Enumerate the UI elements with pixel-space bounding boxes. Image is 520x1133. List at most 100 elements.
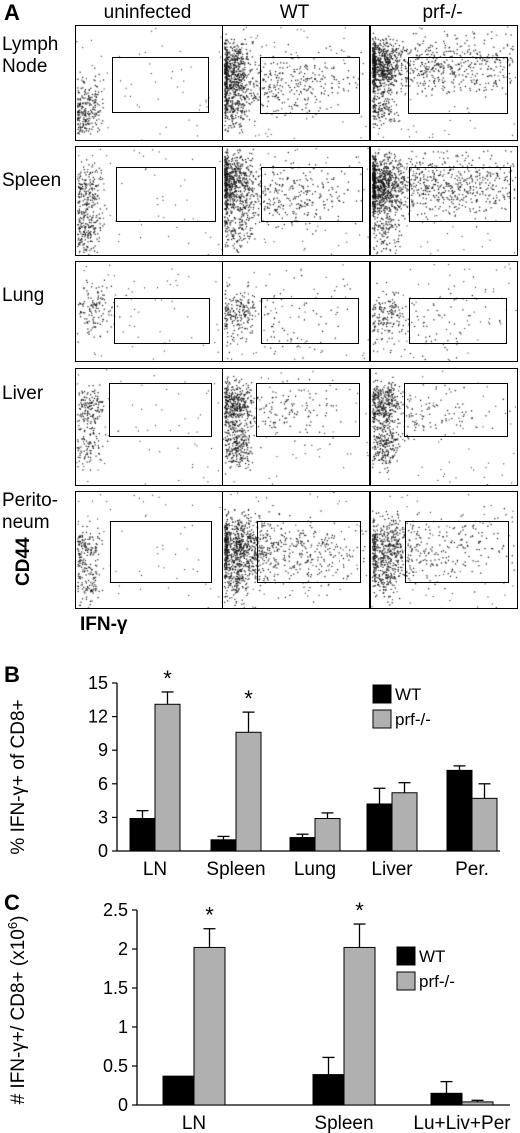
dot-plot-spleen-uninfected	[75, 146, 223, 256]
bar-wt-spleen	[210, 839, 237, 852]
dot-plot-peritoneum-prf	[370, 491, 518, 609]
dot-plot-lung-uninfected	[75, 261, 223, 362]
y-tick-label: 2	[118, 939, 128, 959]
gate-rectangle	[261, 167, 363, 222]
dot-plot-events	[223, 369, 369, 485]
x-tick-label: Spleen	[314, 1113, 373, 1133]
dot-plot-events	[76, 369, 222, 485]
dot-plot-events	[76, 492, 222, 608]
dot-plot-events	[371, 26, 517, 140]
significance-asterisk: *	[355, 898, 364, 923]
dot-plot-peritoneum-uninfected	[75, 491, 223, 609]
gate-rectangle	[116, 167, 216, 222]
bar-prf-ln	[154, 703, 181, 852]
y-tick-label: 1.5	[103, 978, 128, 998]
gate-rectangle	[261, 298, 359, 344]
dot-plot-lymph-node-uninfected	[75, 25, 223, 141]
y-axis-label-cd44: CD44	[13, 537, 34, 586]
y-tick-label: 3	[98, 807, 108, 827]
row-label-spleen: Spleen	[2, 170, 62, 191]
dot-plot-events	[371, 492, 517, 608]
dot-plot-events	[223, 26, 369, 140]
y-tick-label: 12	[88, 707, 108, 727]
y-axis-title: # IFN-γ+/ CD8+ (x106)	[5, 916, 29, 1105]
dot-plot-events	[371, 369, 517, 485]
row-label-lung: Lung	[2, 285, 45, 306]
legend-swatch-wt	[396, 946, 416, 966]
legend-label: WT	[419, 947, 445, 966]
y-tick-label: 0.5	[103, 1056, 128, 1076]
bar-prf-spleen	[343, 946, 376, 1106]
gate-rectangle	[260, 57, 360, 114]
dot-plot-lung-prf	[370, 261, 518, 362]
y-axis-title: % IFN-γ+ of CD8+	[8, 699, 29, 854]
bar-prf-per	[471, 797, 498, 852]
bar-prf-lulivper	[461, 1101, 494, 1106]
y-tick-label: 1	[118, 1017, 128, 1037]
bar-prf-spleen	[235, 731, 262, 852]
dot-plot-peritoneum-wt	[222, 491, 370, 609]
dot-plot-events	[76, 147, 222, 255]
significance-asterisk: *	[244, 686, 253, 711]
legend-label: prf-/-	[395, 710, 431, 729]
bar-prf-ln	[193, 946, 226, 1106]
row-label-peritoneum: Perito- neum	[2, 490, 58, 533]
significance-asterisk: *	[205, 903, 214, 928]
bar-wt-ln	[162, 1075, 195, 1106]
column-header-wt: WT	[279, 2, 310, 23]
bar-wt-lung	[289, 837, 316, 852]
gate-rectangle	[112, 57, 209, 113]
dot-plot-events	[223, 492, 369, 608]
bar-wt-ln	[129, 818, 156, 852]
dot-plot-spleen-wt	[222, 146, 370, 256]
bar-wt-liver	[366, 803, 393, 852]
panel-a-letter: A	[4, 0, 20, 25]
bar-chart-ifn-percent: 0 3 6 9 12 15 * LN * Spleen Lung Liver Per. WT prf-/-%…	[8, 666, 500, 880]
gate-rectangle	[110, 521, 212, 583]
dot-plot-events	[76, 26, 222, 140]
row-label-lymph-node: Lymph Node	[2, 34, 59, 77]
x-tick-label: LN	[182, 1113, 206, 1133]
gate-rectangle	[256, 383, 360, 437]
dot-plot-events	[371, 147, 517, 255]
row-label-liver: Liver	[2, 383, 44, 404]
x-tick-label: Lu+Liv+Per	[413, 1113, 511, 1133]
gate-rectangle	[114, 298, 210, 344]
legend-label: WT	[395, 685, 421, 704]
x-tick-label: Spleen	[206, 859, 265, 880]
bar-wt-spleen	[312, 1074, 345, 1106]
dot-plot-events	[76, 262, 222, 361]
gate-rectangle	[408, 57, 508, 114]
dot-plot-liver-prf	[370, 368, 518, 486]
gate-rectangle	[109, 383, 212, 437]
legend-swatch-prf	[372, 709, 392, 729]
panel-c-letter: C	[4, 890, 20, 915]
gate-rectangle	[405, 521, 509, 583]
x-tick-label: Per.	[455, 859, 489, 880]
bar-wt-per	[446, 769, 473, 852]
gate-rectangle	[409, 167, 511, 222]
x-tick-label: Liver	[371, 859, 413, 880]
y-tick-label: 0	[118, 1095, 128, 1115]
legend-label: prf-/-	[419, 972, 455, 991]
column-header-prf: prf-/-	[422, 2, 463, 23]
dot-plot-liver-wt	[222, 368, 370, 486]
column-header-uninfected: uninfected	[103, 2, 192, 23]
bar-prf-liver	[391, 792, 418, 852]
x-tick-label: Lung	[294, 859, 336, 880]
dot-plot-lung-wt	[222, 261, 370, 362]
legend-swatch-prf	[396, 971, 416, 991]
dot-plot-liver-uninfected	[75, 368, 223, 486]
gate-rectangle	[404, 383, 508, 437]
y-tick-label: 6	[98, 774, 108, 794]
x-tick-label: LN	[143, 859, 167, 880]
dot-plot-events	[371, 262, 517, 361]
dot-plot-lymph-node-wt	[222, 25, 370, 141]
dot-plot-events	[223, 262, 369, 361]
bar-prf-lung	[314, 818, 341, 852]
dot-plot-spleen-prf	[370, 146, 518, 256]
y-tick-label: 2.5	[103, 900, 128, 920]
dot-plot-lymph-node-prf	[370, 25, 518, 141]
gate-rectangle	[257, 521, 361, 583]
legend-swatch-wt	[372, 684, 392, 704]
